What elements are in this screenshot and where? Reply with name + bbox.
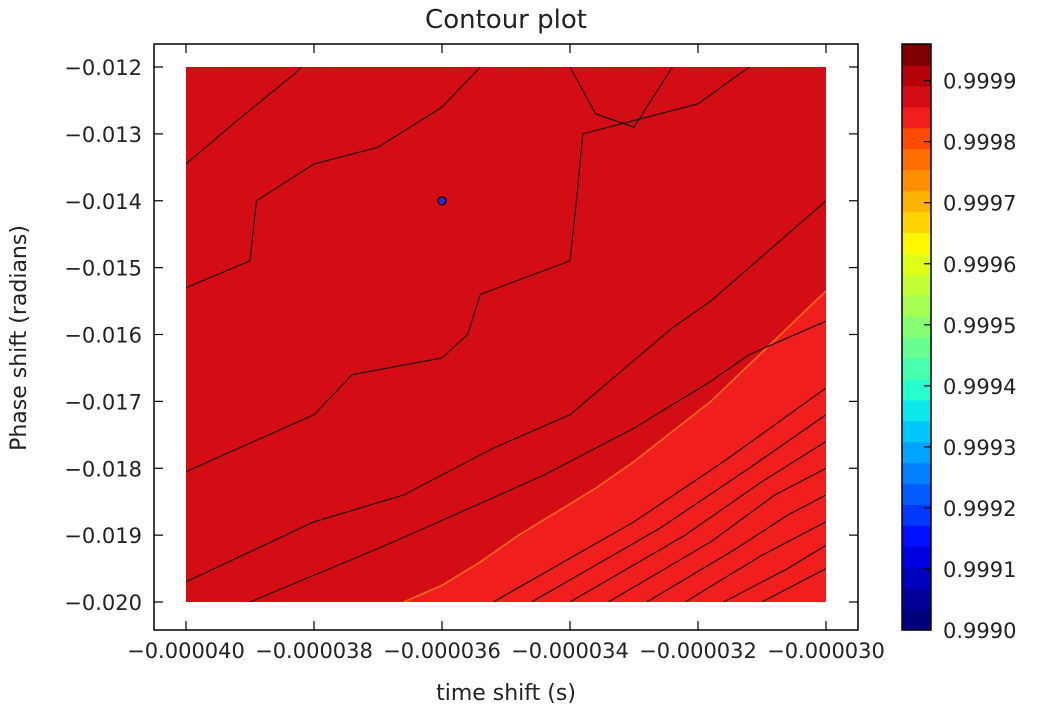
x-axis-label: time shift (s) xyxy=(436,681,576,706)
colorbar-band xyxy=(902,609,931,631)
contour-lines xyxy=(186,67,826,602)
y-tick-label: −0.017 xyxy=(64,390,142,414)
contour-fills xyxy=(186,67,826,602)
data-point-marker xyxy=(437,196,447,206)
colorbar-tick-label: 0.9993 xyxy=(943,436,1016,460)
y-tick-label: −0.018 xyxy=(64,457,142,481)
contour-line-1 xyxy=(186,67,481,289)
colorbar-band xyxy=(902,148,931,171)
colorbar-band xyxy=(902,211,931,233)
colorbar-tick-label: 0.9991 xyxy=(943,558,1016,582)
colorbar-tick-label: 0.9998 xyxy=(943,131,1016,155)
colorbar-band xyxy=(902,253,931,275)
plot-area: −0.000040 −0.000038 −0.000036 −0.000034 −0.0… xyxy=(64,43,885,663)
y-tick-label: −0.012 xyxy=(64,56,142,80)
y-tick-label: −0.014 xyxy=(64,190,142,214)
chart-title: Contour plot xyxy=(425,5,587,35)
colorbar-band xyxy=(902,399,931,422)
colorbar-tick-label: 0.9992 xyxy=(943,497,1016,521)
colorbar-band xyxy=(902,462,931,485)
fill-boundary-line xyxy=(403,290,826,602)
x-axis-ticks: −0.000040 −0.000038 −0.000036 −0.000034 −0.0… xyxy=(127,44,885,663)
colorbar-tick-label: 0.9994 xyxy=(943,375,1016,399)
contour-line-13 xyxy=(761,568,826,602)
x-tick-label: −0.000032 xyxy=(639,639,757,663)
contour-line-10 xyxy=(646,494,826,602)
marker-layer xyxy=(437,196,447,206)
colorbar-band xyxy=(902,588,931,610)
y-axis-ticks: −0.012 −0.013 −0.014 −0.015 −0.016 −0.017 −0.0… xyxy=(64,56,858,615)
colorbar-band xyxy=(902,441,931,464)
colorbar-tick-label: 0.9990 xyxy=(943,619,1016,643)
colorbar-band xyxy=(902,274,931,296)
colorbar-band xyxy=(902,525,931,547)
x-tick-label: −0.000034 xyxy=(511,639,629,663)
contour-line-6 xyxy=(492,387,826,602)
y-tick-label: −0.015 xyxy=(64,257,142,281)
colorbar-band xyxy=(902,127,931,150)
contour-line-0 xyxy=(186,67,302,165)
colorbar-tick-label: 0.9997 xyxy=(943,192,1016,216)
colorbar-band xyxy=(902,483,931,506)
x-tick-label: −0.000036 xyxy=(383,639,501,663)
x-tick-label: −0.000038 xyxy=(255,639,373,663)
colorbar-band xyxy=(902,316,931,338)
colorbar-band xyxy=(902,357,931,380)
colorbar-ticks: 0.9990 0.9991 0.9992 0.9993 0.9994 0.9995 0.99… xyxy=(924,70,1016,643)
colorbar-tick-label: 0.9999 xyxy=(943,70,1016,94)
colorbar-band xyxy=(902,64,931,87)
colorbar: 0.9990 0.9991 0.9992 0.9993 0.9994 0.9995 0.99… xyxy=(901,43,1016,643)
contour-line-8 xyxy=(569,441,826,602)
axes-frame xyxy=(153,43,859,631)
colorbar-band xyxy=(902,190,931,213)
colorbar-band xyxy=(902,44,931,66)
colorbar-band xyxy=(902,420,931,443)
colorbar-band xyxy=(902,232,931,254)
colorbar-bands xyxy=(902,44,931,631)
colorbar-band xyxy=(902,85,931,108)
colorbar-band xyxy=(902,546,931,568)
y-tick-label: −0.020 xyxy=(64,591,142,615)
contour-line-12 xyxy=(723,544,826,602)
colorbar-band xyxy=(902,169,931,192)
colorbar-band xyxy=(902,567,931,589)
colorbar-band xyxy=(902,504,931,526)
fill-region-lower xyxy=(403,291,826,602)
contour-line-2 xyxy=(569,67,673,128)
x-tick-label: −0.000040 xyxy=(127,639,245,663)
y-tick-label: −0.013 xyxy=(64,123,142,147)
colorbar-band xyxy=(902,106,931,129)
y-axis-label: Phase shift (radians) xyxy=(7,225,32,451)
y-tick-label: −0.016 xyxy=(64,324,142,348)
colorbar-band xyxy=(902,295,931,317)
colorbar-frame xyxy=(901,43,932,631)
contour-line-9 xyxy=(608,467,826,602)
y-tick-label: −0.019 xyxy=(64,524,142,548)
contour-line-7 xyxy=(531,414,826,602)
contour-line-4 xyxy=(186,200,826,583)
contour-line-11 xyxy=(684,521,826,602)
contour-line-3 xyxy=(186,67,750,473)
colorbar-tick-label: 0.9996 xyxy=(943,253,1016,277)
colorbar-tick-label: 0.9995 xyxy=(943,314,1016,338)
x-tick-label: −0.000030 xyxy=(767,639,885,663)
colorbar-band xyxy=(902,337,931,359)
contour-line-5 xyxy=(249,320,826,602)
colorbar-band xyxy=(902,378,931,401)
